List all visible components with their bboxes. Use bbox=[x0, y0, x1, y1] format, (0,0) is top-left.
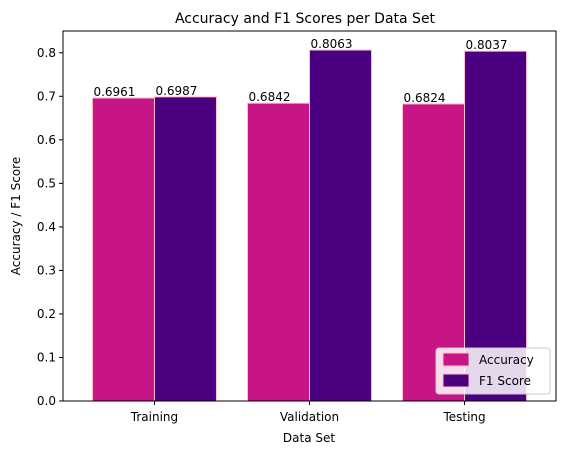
bar-f1-score-training bbox=[153, 96, 217, 402]
y-tick-label: 0.1 bbox=[37, 350, 56, 364]
bars-layer bbox=[91, 49, 528, 402]
data-label-accuracy-validation: 0.6842 bbox=[248, 90, 290, 104]
chart-title: Accuracy and F1 Scores per Data Set bbox=[175, 11, 436, 27]
y-tick-label: 0.7 bbox=[37, 89, 56, 103]
y-axis: 0.0 0.1 0.2 0.3 0.4 0.5 0.6 0.7 0.8 bbox=[37, 46, 63, 408]
y-tick-label: 0.2 bbox=[37, 307, 56, 321]
data-label-f1-score-validation: 0.8063 bbox=[311, 37, 353, 51]
data-label-accuracy-testing: 0.6824 bbox=[404, 91, 446, 105]
bar-accuracy-validation bbox=[246, 102, 311, 402]
bar-accuracy-training bbox=[91, 97, 155, 402]
legend-swatch-f1-score bbox=[442, 373, 470, 388]
y-tick-label: 0.0 bbox=[37, 394, 56, 408]
y-tick-label: 0.8 bbox=[37, 46, 56, 60]
legend: Accuracy F1 Score bbox=[435, 347, 551, 395]
y-tick-label: 0.5 bbox=[37, 176, 56, 190]
x-tick-label-testing: Testing bbox=[442, 410, 485, 424]
x-axis-label: Data Set bbox=[283, 431, 335, 445]
x-tick-label-validation: Validation bbox=[280, 410, 339, 424]
legend-label-accuracy: Accuracy bbox=[479, 353, 534, 367]
bar-f1-score-validation bbox=[309, 49, 373, 402]
legend-swatch-accuracy bbox=[442, 352, 470, 367]
data-label-accuracy-training: 0.6961 bbox=[93, 85, 135, 99]
y-axis-label: Accuracy / F1 Score bbox=[9, 157, 23, 275]
data-label-f1-score-testing: 0.8037 bbox=[466, 38, 508, 52]
x-axis: Training Validation Testing bbox=[130, 401, 486, 424]
legend-label-f1-score: F1 Score bbox=[479, 374, 531, 388]
y-tick-label: 0.6 bbox=[37, 133, 56, 147]
y-tick-label: 0.4 bbox=[37, 220, 56, 234]
data-labels-layer: 0.6961 0.6987 0.6842 0.8063 0.6824 0.8037 bbox=[93, 37, 507, 105]
y-tick-label: 0.3 bbox=[37, 263, 56, 277]
data-label-f1-score-training: 0.6987 bbox=[155, 84, 197, 98]
x-tick-label-training: Training bbox=[130, 410, 178, 424]
bar-f1-score-testing bbox=[464, 50, 528, 402]
